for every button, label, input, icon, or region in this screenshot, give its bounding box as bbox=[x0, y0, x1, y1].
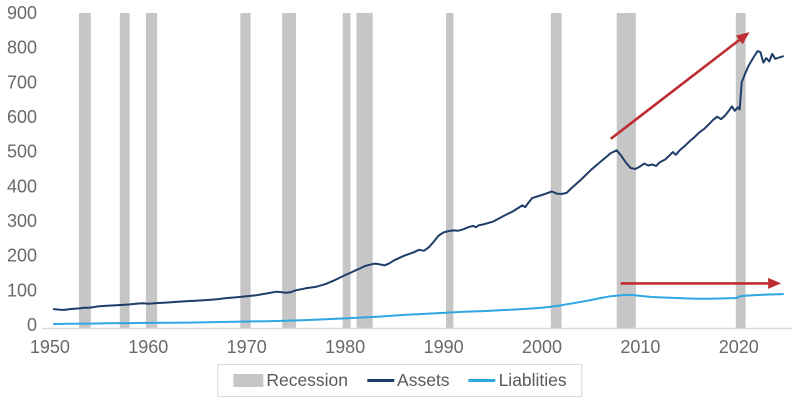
assets-line bbox=[52, 50, 784, 311]
y-tick-label: 800 bbox=[7, 38, 37, 58]
recession-band bbox=[79, 13, 91, 328]
recession-band bbox=[119, 13, 130, 328]
legend-item-assets[interactable]: Assets bbox=[367, 370, 450, 391]
x-tick-label: 2010 bbox=[620, 337, 660, 357]
y-tick-label: 400 bbox=[7, 176, 37, 196]
chart-canvas: 0 100 200 300 400 500 600 700 800 900 1950 1960 1970… bbox=[7, 3, 792, 357]
y-tick-label: 600 bbox=[7, 107, 37, 127]
legend-item-recession[interactable]: Recession bbox=[233, 370, 348, 391]
legend-label-recession: Recession bbox=[266, 370, 349, 390]
x-tick-label: 2000 bbox=[522, 337, 562, 357]
assets-trend-arrow bbox=[610, 38, 741, 140]
legend-swatch-liabilities bbox=[468, 379, 496, 382]
recession-band bbox=[356, 13, 373, 328]
legend-item-liabilities[interactable]: Liablities bbox=[468, 370, 567, 391]
recession-band bbox=[145, 13, 158, 328]
assets-trend-arrow-head bbox=[735, 32, 750, 45]
y-tick-label: 100 bbox=[7, 280, 37, 300]
y-tick-label: 300 bbox=[7, 211, 37, 231]
recession-band bbox=[550, 13, 562, 328]
liablities-line bbox=[52, 293, 784, 325]
y-tick-label: 900 bbox=[7, 3, 37, 23]
legend-swatch-assets bbox=[367, 379, 395, 382]
y-tick-label: 0 bbox=[27, 315, 37, 335]
x-tick-label: 1980 bbox=[325, 337, 365, 357]
legend-label-assets: Assets bbox=[397, 370, 450, 390]
x-tick-label: 1950 bbox=[30, 337, 70, 357]
x-tick-label: 1990 bbox=[424, 337, 464, 357]
x-tick-label: 2020 bbox=[719, 337, 759, 357]
legend: Recession Assets Liablities bbox=[217, 364, 583, 397]
liabilities-trend-arrow-head bbox=[768, 277, 782, 289]
y-tick-label: 700 bbox=[7, 72, 37, 92]
recession-band bbox=[446, 13, 454, 328]
recession-band bbox=[735, 13, 746, 328]
y-tick-label: 200 bbox=[7, 246, 37, 266]
x-tick-label: 1970 bbox=[227, 337, 267, 357]
recession-band bbox=[342, 13, 351, 328]
legend-swatch-recession bbox=[233, 374, 264, 387]
recession-band bbox=[282, 13, 296, 328]
legend-label-liabilities: Liablities bbox=[498, 370, 567, 390]
recession-band bbox=[240, 13, 251, 328]
x-tick-label: 1960 bbox=[128, 337, 168, 357]
recession-band bbox=[616, 13, 636, 328]
y-tick-label: 500 bbox=[7, 142, 37, 162]
